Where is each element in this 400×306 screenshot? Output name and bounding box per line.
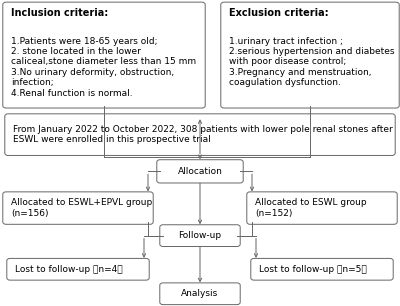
Text: Lost to follow-up （n=4）: Lost to follow-up （n=4） — [15, 265, 122, 274]
Text: From January 2022 to October 2022, 308 patients with lower pole renal stones aft: From January 2022 to October 2022, 308 p… — [13, 125, 392, 144]
Text: Exclusion criteria:: Exclusion criteria: — [229, 8, 328, 18]
Text: Allocation: Allocation — [178, 167, 222, 176]
Text: 1.Patients were 18-65 years old;
2. stone located in the lower
caliceal,stone di: 1.Patients were 18-65 years old; 2. ston… — [11, 37, 196, 98]
FancyBboxPatch shape — [160, 225, 240, 247]
Text: Follow-up: Follow-up — [178, 231, 222, 240]
Text: Lost to follow-up （n=5）: Lost to follow-up （n=5） — [259, 265, 366, 274]
Text: Allocated to ESWL group
(n=152): Allocated to ESWL group (n=152) — [255, 198, 366, 218]
FancyBboxPatch shape — [3, 2, 205, 108]
FancyBboxPatch shape — [160, 283, 240, 305]
FancyBboxPatch shape — [7, 258, 149, 280]
FancyBboxPatch shape — [251, 258, 393, 280]
FancyBboxPatch shape — [247, 192, 397, 224]
Text: Inclusion criteria:: Inclusion criteria: — [11, 8, 108, 18]
FancyBboxPatch shape — [5, 114, 395, 155]
Text: Allocated to ESWL+EPVL group
(n=156): Allocated to ESWL+EPVL group (n=156) — [11, 198, 152, 218]
Text: Analysis: Analysis — [181, 289, 219, 298]
Text: 1.urinary tract infection ;
2.serious hypertension and diabetes
with poor diseas: 1.urinary tract infection ; 2.serious hy… — [229, 37, 394, 87]
FancyBboxPatch shape — [157, 160, 243, 183]
FancyBboxPatch shape — [3, 192, 153, 224]
FancyBboxPatch shape — [221, 2, 399, 108]
